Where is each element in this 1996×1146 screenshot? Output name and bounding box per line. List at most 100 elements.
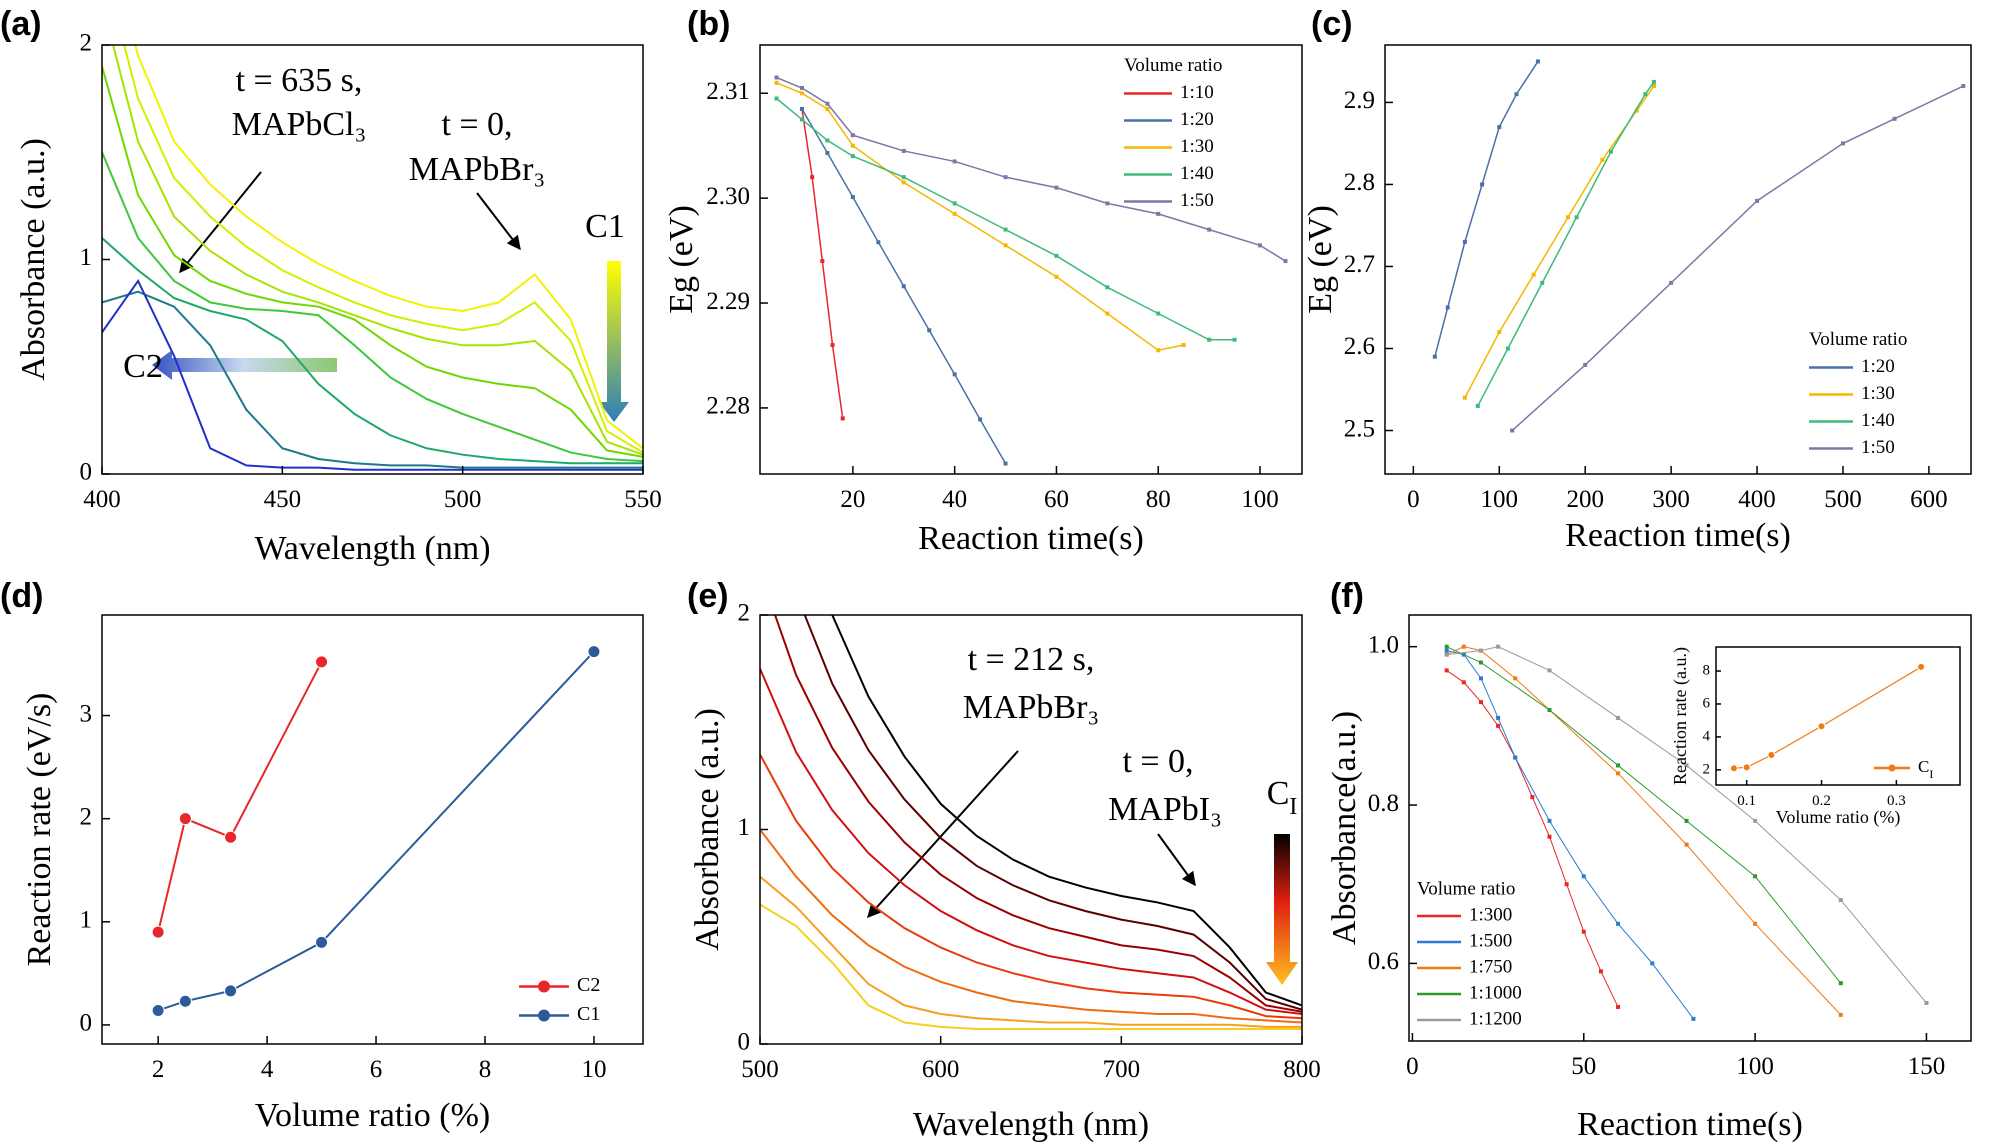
arrow — [476, 192, 521, 251]
y-tick-label: 1 — [738, 814, 751, 841]
series-line — [134, 45, 643, 450]
data-point — [1616, 763, 1621, 768]
series-line — [801, 108, 844, 419]
data-point — [1461, 680, 1466, 685]
data-point — [1505, 346, 1510, 351]
axes-frame — [1715, 646, 1961, 786]
annotation: t = 0, — [441, 106, 512, 143]
data-point — [825, 106, 830, 111]
annotation: t = 0, — [1122, 743, 1193, 780]
x-axis-label: Volume ratio (%) — [255, 1097, 490, 1134]
data-point — [1054, 185, 1059, 190]
x-tick-label: 700 — [1103, 1056, 1141, 1083]
data-point — [1003, 175, 1008, 180]
data-point — [1547, 818, 1552, 823]
x-axis-label: Reaction time(s) — [1577, 1106, 1803, 1143]
data-point — [799, 91, 804, 96]
legend-label: 1:1000 — [1469, 982, 1522, 1003]
x-tick-label: 450 — [264, 486, 302, 513]
data-point — [1651, 79, 1656, 84]
data-point — [810, 175, 815, 180]
data-point — [1105, 201, 1110, 206]
annotation: C1 — [585, 208, 625, 245]
y-axis-label: Reaction rate (eV/s) — [21, 693, 58, 967]
data-point — [1444, 668, 1449, 673]
legend-label: 1:50 — [1180, 190, 1214, 211]
x-axis-label: Wavelength (nm) — [254, 530, 490, 567]
panel-label: (f) — [1330, 577, 1364, 615]
axes-frame — [1384, 44, 1972, 475]
legend-label: 1:20 — [1180, 109, 1214, 130]
data-point — [774, 96, 779, 101]
x-tick-label: 100 — [1481, 486, 1519, 513]
data-point — [1514, 92, 1519, 97]
annotation: t = 635 s, — [236, 62, 363, 99]
legend-label: C1 — [577, 1003, 600, 1025]
y-axis-label: Absorbance (a.u.) — [689, 708, 726, 951]
series-line — [773, 615, 1302, 1013]
legend-label: 1:30 — [1180, 136, 1214, 157]
data-point — [850, 195, 855, 200]
data-point — [1444, 652, 1449, 657]
data-point — [850, 143, 855, 148]
series-line — [102, 151, 643, 463]
x-tick-label: 500 — [741, 1056, 779, 1083]
series-line — [776, 97, 1235, 341]
legend-label: 1:40 — [1861, 410, 1895, 431]
x-tick-label: 100 — [1736, 1053, 1774, 1080]
y-tick-label: 0 — [80, 459, 93, 486]
series-line — [760, 828, 1302, 1024]
data-point — [799, 117, 804, 122]
annotation: CI — [1267, 775, 1298, 821]
data-point — [1616, 921, 1621, 926]
panel-label: (d) — [0, 577, 43, 615]
legend-label: 1:1200 — [1469, 1008, 1522, 1029]
data-point — [1684, 818, 1689, 823]
y-tick-label: 0 — [738, 1029, 751, 1056]
data-point — [1003, 461, 1008, 466]
data-point — [1480, 182, 1485, 187]
arrow — [179, 171, 262, 274]
data-point — [1581, 874, 1586, 879]
data-point — [315, 655, 329, 669]
data-point — [1054, 274, 1059, 279]
data-point — [901, 148, 906, 153]
legend-label: 1:50 — [1861, 437, 1895, 458]
data-point — [315, 935, 329, 949]
data-point — [1181, 342, 1186, 347]
legend-title: Volume ratio — [1809, 329, 1907, 350]
axes-frame — [101, 614, 644, 1045]
data-point — [1684, 763, 1689, 768]
x-tick-label: 2 — [152, 1056, 165, 1083]
series-line — [831, 615, 1302, 1007]
data-point — [1583, 362, 1588, 367]
data-point — [1753, 874, 1758, 879]
y-tick-label: 2.6 — [1344, 333, 1375, 360]
data-point — [1616, 715, 1621, 720]
data-point — [1207, 227, 1212, 232]
panel-label: (e) — [687, 577, 729, 615]
y-tick-label: 2.31 — [706, 78, 750, 105]
data-point — [1105, 285, 1110, 290]
y-axis-label: Reaction rate (a.u.) — [1670, 647, 1691, 785]
data-point — [1461, 644, 1466, 649]
arrows — [152, 171, 1298, 985]
data-point — [151, 1003, 165, 1017]
series-line — [102, 66, 643, 458]
data-point — [1616, 1004, 1621, 1009]
legend-label: 1:750 — [1469, 956, 1512, 977]
x-tick-label: 0 — [1406, 1053, 1419, 1080]
data-point — [1691, 1016, 1696, 1021]
data-point — [1497, 330, 1502, 335]
gradient-arrow — [599, 261, 629, 422]
plot-area — [1444, 644, 1929, 1021]
y-axis-label: Absorbance (a.u.) — [15, 138, 52, 381]
annotation: MAPbCl₃ — [232, 106, 367, 143]
y-tick-label: 2.29 — [706, 288, 750, 315]
x-tick-label: 600 — [922, 1056, 960, 1083]
arrow — [867, 750, 1019, 919]
legend-label: CI — [1918, 757, 1933, 781]
data-point — [830, 342, 835, 347]
data-point — [799, 86, 804, 91]
y-tick-label: 1 — [80, 907, 93, 934]
